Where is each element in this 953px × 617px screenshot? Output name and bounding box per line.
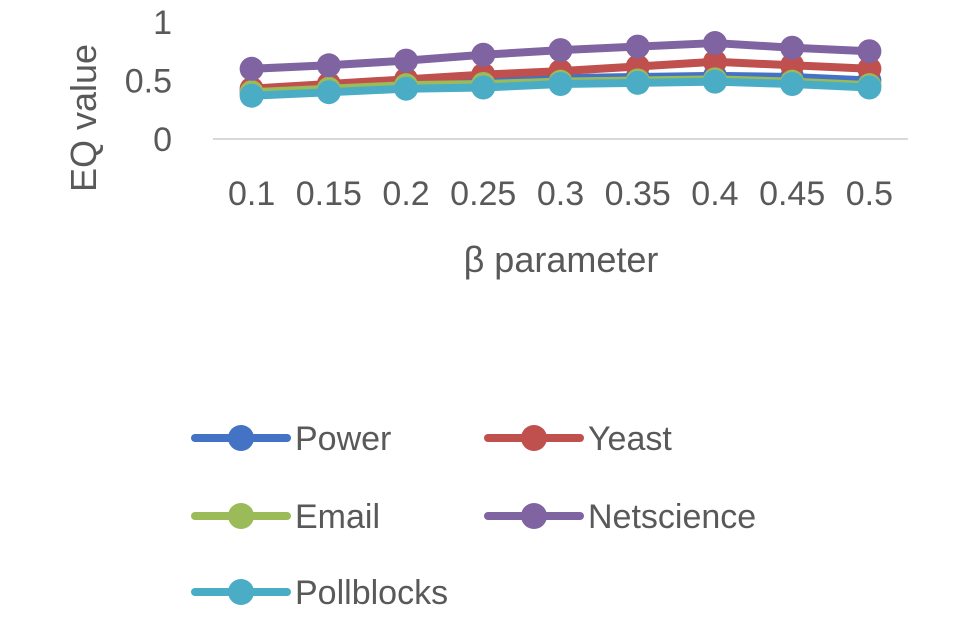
axes: 0 0.5 1 0.1 0.15 0.2 0.25 0.3 0.35 0.4 0.45 0.5 bbox=[125, 4, 908, 213]
legend-item-netscience: Netscience bbox=[484, 498, 756, 536]
data-point bbox=[316, 53, 341, 78]
x-tick-label: 0.45 bbox=[759, 175, 825, 213]
legend-item-email: Email bbox=[191, 498, 380, 536]
data-point bbox=[702, 49, 727, 74]
data-point bbox=[394, 48, 419, 73]
x-tick-label: 0.25 bbox=[450, 175, 516, 213]
legend-swatch-marker bbox=[521, 425, 547, 451]
data-point bbox=[316, 80, 341, 105]
data-point bbox=[702, 69, 727, 94]
legend-swatch-marker bbox=[228, 503, 254, 529]
legend-item-pollblocks: Pollblocks bbox=[191, 574, 448, 612]
series-netscience bbox=[239, 31, 882, 81]
data-point bbox=[625, 34, 650, 59]
data-point bbox=[239, 56, 264, 81]
legend-label: Power bbox=[295, 420, 391, 458]
legend-swatch-marker bbox=[521, 503, 547, 529]
legend-label: Yeast bbox=[588, 420, 672, 458]
series-pollblocks bbox=[239, 69, 882, 108]
data-point bbox=[780, 35, 805, 60]
x-tick-label: 0.35 bbox=[605, 175, 671, 213]
y-axis-title: EQ value bbox=[63, 44, 104, 192]
data-point bbox=[857, 39, 882, 64]
data-point bbox=[857, 75, 882, 100]
x-tick-label: 0.1 bbox=[228, 175, 275, 213]
legend: Power Yeast Email Netscience Pollblocks bbox=[191, 420, 756, 612]
y-tick-label: 0.5 bbox=[125, 63, 172, 101]
x-tick-label: 0.5 bbox=[846, 175, 893, 213]
legend-label: Pollblocks bbox=[295, 574, 448, 612]
data-point bbox=[548, 38, 573, 63]
x-axis-title: β parameter bbox=[464, 239, 659, 280]
legend-label: Netscience bbox=[588, 498, 756, 536]
data-point bbox=[471, 42, 496, 67]
data-point bbox=[394, 76, 419, 101]
x-tick-label: 0.15 bbox=[296, 175, 362, 213]
data-point bbox=[702, 31, 727, 56]
legend-item-yeast: Yeast bbox=[484, 420, 672, 458]
data-point bbox=[239, 83, 264, 108]
legend-label: Email bbox=[295, 498, 380, 536]
series-lines bbox=[239, 31, 882, 108]
legend-swatch-marker bbox=[228, 579, 254, 605]
data-point bbox=[780, 72, 805, 97]
legend-item-power: Power bbox=[191, 420, 391, 458]
x-tick-label: 0.3 bbox=[537, 175, 584, 213]
data-point bbox=[471, 75, 496, 100]
data-point bbox=[625, 70, 650, 95]
y-tick-label: 1 bbox=[153, 4, 172, 42]
x-tick-label: 0.4 bbox=[691, 175, 738, 213]
y-tick-label: 0 bbox=[153, 121, 172, 159]
x-tick-label: 0.2 bbox=[382, 175, 429, 213]
legend-swatch-marker bbox=[228, 425, 254, 451]
data-point bbox=[548, 72, 573, 97]
